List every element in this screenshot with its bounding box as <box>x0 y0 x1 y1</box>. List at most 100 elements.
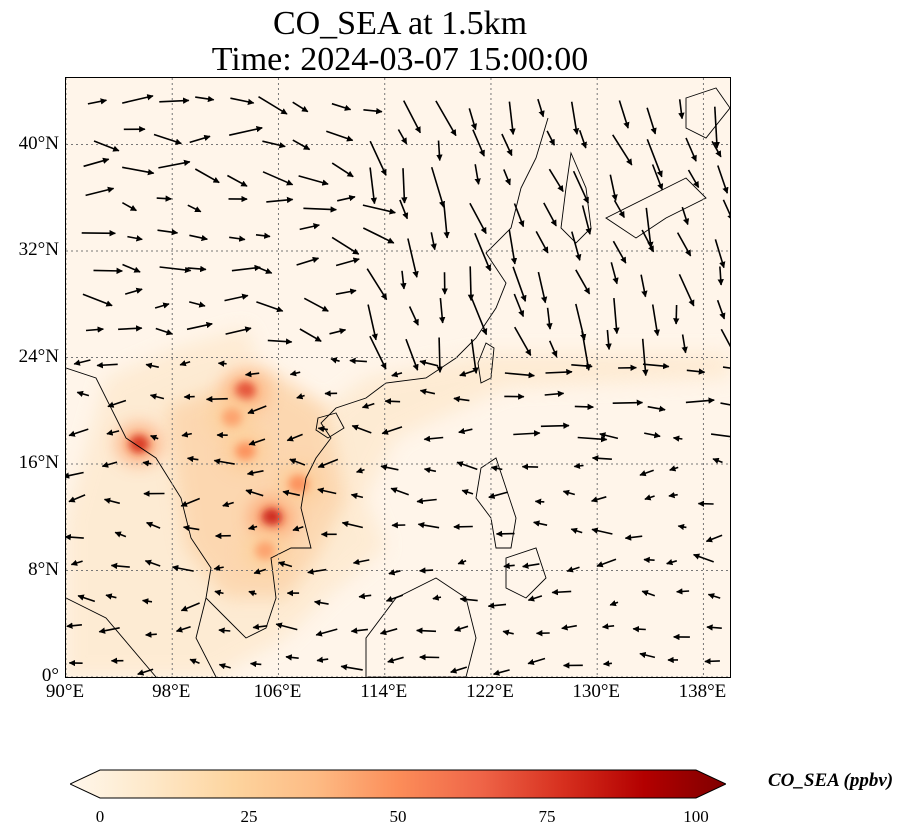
wind-arrow <box>624 534 643 541</box>
wind-arrow <box>224 293 249 302</box>
wind-arrow <box>436 140 443 162</box>
wind-arrow <box>299 328 322 342</box>
lat-tick-label: 8°N <box>28 558 59 580</box>
wind-arrow <box>417 522 440 529</box>
wind-arrow <box>438 298 446 324</box>
wind-arrow <box>613 298 620 335</box>
wind-arrow <box>142 460 152 467</box>
wind-arrow <box>262 171 294 186</box>
wind-arrow <box>642 362 670 370</box>
lat-tick-label: 16°N <box>18 452 59 474</box>
wind-arrow <box>681 206 690 226</box>
wind-arrow <box>187 265 207 273</box>
wind-arrow <box>599 432 619 440</box>
colorbar-tick-label: 50 <box>389 807 407 826</box>
wind-arrow <box>570 101 580 135</box>
wind-arrow <box>286 433 303 442</box>
wind-arrow <box>384 398 401 405</box>
wind-arrow <box>298 175 329 186</box>
wind-arrow <box>548 168 564 193</box>
wind-arrow <box>678 273 695 307</box>
wind-arrow <box>508 101 516 136</box>
wind-arrow <box>122 202 137 212</box>
wind-arrow <box>707 593 721 600</box>
wind-arrow <box>248 590 257 597</box>
wind-arrow <box>87 98 108 105</box>
wind-arrow <box>678 99 685 120</box>
wind-arrow <box>502 629 514 636</box>
wind-arrow <box>369 335 387 370</box>
wind-arrow <box>189 234 208 242</box>
wind-arrow <box>141 598 153 605</box>
wind-arrow <box>187 204 202 213</box>
wind-arrow <box>591 455 612 462</box>
wind-arrow <box>367 304 378 341</box>
wind-arrow <box>423 435 444 442</box>
wind-arrow <box>469 202 487 235</box>
wind-arrow <box>350 492 364 500</box>
lon-tick-label: 114°E <box>360 681 408 702</box>
wind-arrow <box>512 266 527 302</box>
wind-arrow <box>639 469 654 477</box>
wind-arrow <box>171 564 194 572</box>
wind-arrow <box>362 204 396 215</box>
wind-arrow <box>610 262 619 285</box>
wind-arrow <box>416 627 437 634</box>
wind-arrow <box>330 357 340 364</box>
wind-arrow <box>453 396 470 403</box>
wind-arrow <box>668 491 678 499</box>
wind-arrow <box>331 162 354 178</box>
map-canvas <box>66 78 730 677</box>
wind-arrow <box>145 631 157 638</box>
wind-arrow <box>544 390 565 398</box>
wind-arrow <box>101 461 118 468</box>
wind-arrow <box>470 339 479 374</box>
wind-arrow <box>73 359 91 366</box>
wind-arrow <box>508 229 518 265</box>
wind-arrow <box>612 134 633 166</box>
wind-arrow <box>459 596 478 603</box>
colorbar <box>68 768 728 802</box>
wind-arrow <box>641 229 655 253</box>
wind-arrow <box>571 362 593 370</box>
wind-arrow <box>672 435 683 442</box>
wind-arrow <box>299 223 320 231</box>
wind-arrow <box>578 129 587 149</box>
wind-arrow <box>443 203 450 239</box>
wind-arrow <box>285 654 299 661</box>
wind-arrow <box>504 371 535 379</box>
wind-arrow <box>179 360 191 367</box>
wind-arrow <box>93 140 120 152</box>
wind-arrow <box>118 325 143 332</box>
wind-arrow <box>77 594 96 603</box>
wind-arrow <box>292 525 304 532</box>
wind-arrow <box>513 430 541 437</box>
wind-arrow <box>570 527 583 534</box>
wind-arrow <box>641 590 656 597</box>
wind-arrow <box>335 288 357 295</box>
wind-arrow <box>400 270 407 290</box>
wind-arrow <box>380 464 399 471</box>
wind-arrow <box>149 393 165 400</box>
hotspot-cambodia <box>261 508 282 527</box>
wind-arrow <box>244 370 260 378</box>
wind-arrow <box>66 622 82 629</box>
wind-arrow <box>717 165 729 194</box>
wind-arrow <box>150 434 159 441</box>
wind-arrow <box>435 100 457 137</box>
lat-tick-label: 0° <box>41 665 59 686</box>
wind-arrow <box>292 101 309 113</box>
wind-arrow <box>676 588 690 595</box>
wind-arrow <box>561 624 577 631</box>
wind-arrow <box>458 427 473 435</box>
wind-arrow <box>391 371 403 378</box>
wind-arrow <box>609 600 619 607</box>
wind-arrow <box>474 164 481 185</box>
wind-arrow <box>182 524 200 532</box>
wind-arrow <box>248 438 266 446</box>
wind-arrow <box>93 267 123 275</box>
wind-arrow <box>351 424 372 434</box>
wind-arrow <box>669 465 679 472</box>
wind-arrow <box>545 368 573 376</box>
wind-arrow <box>158 159 191 169</box>
